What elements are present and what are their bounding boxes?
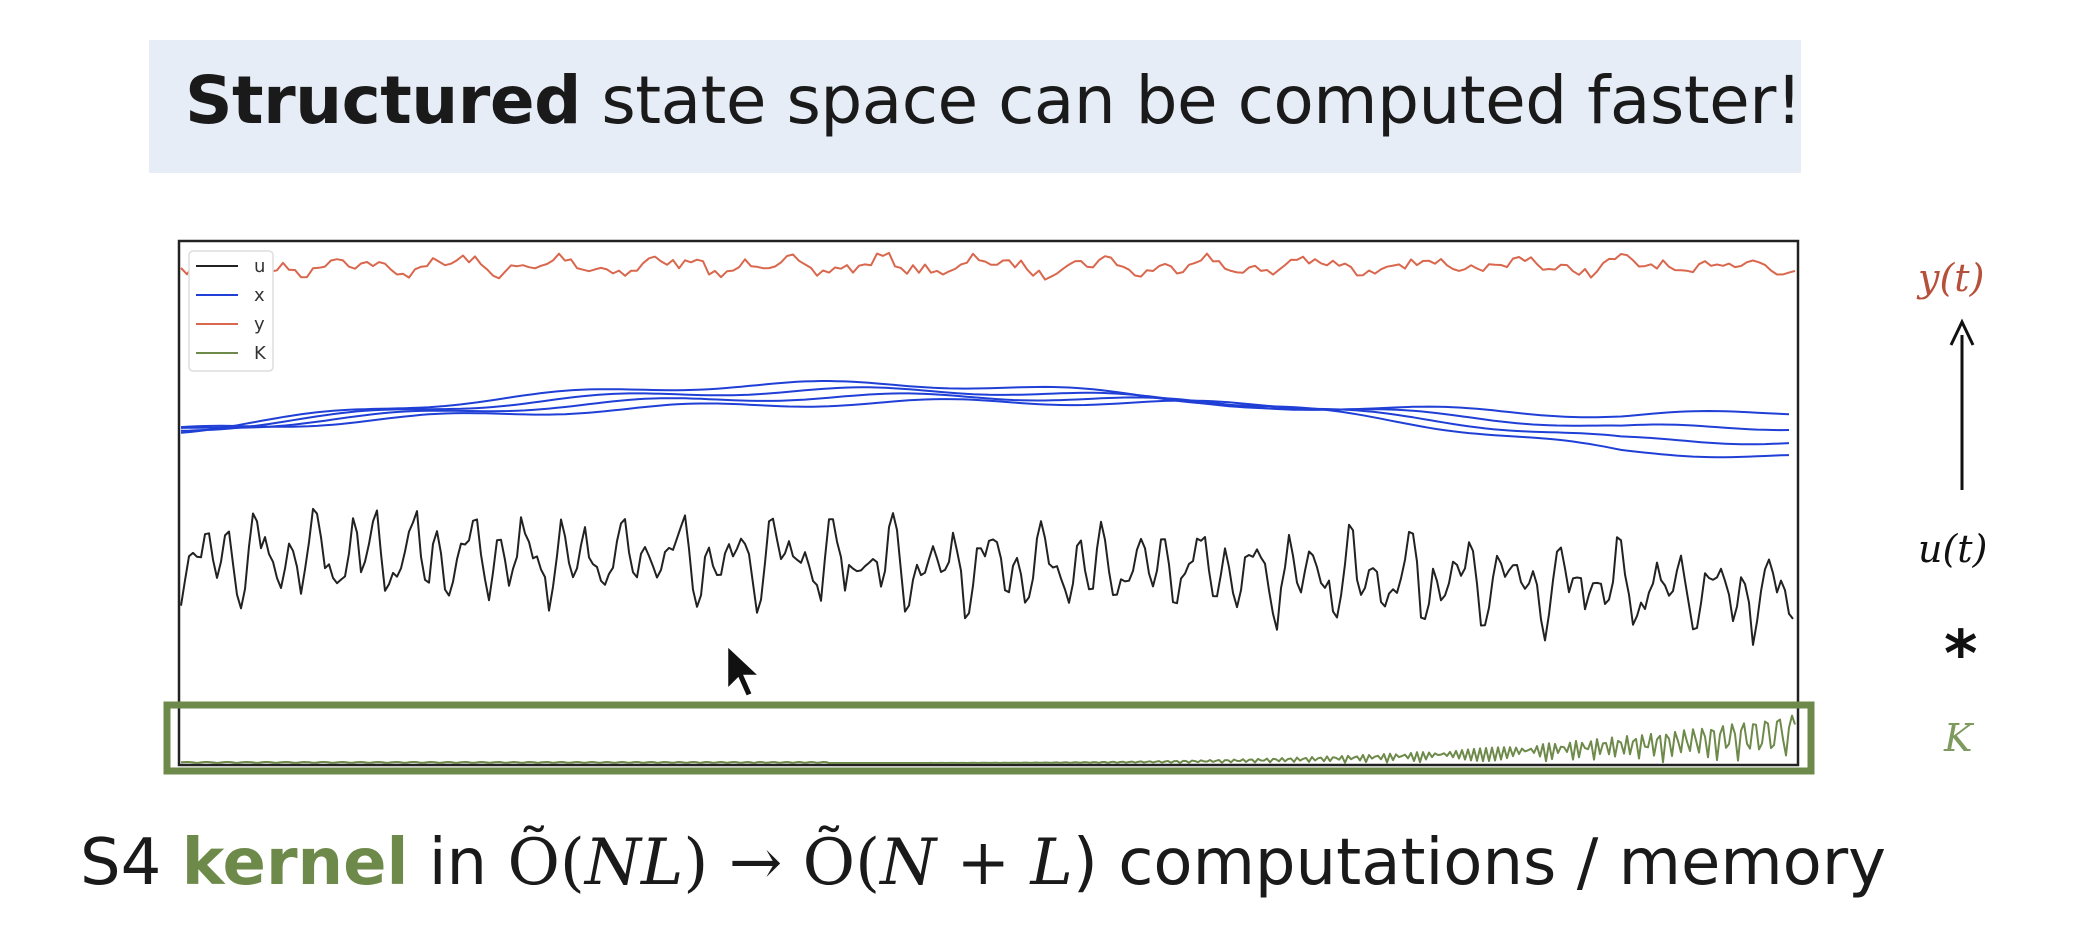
x-trace-4 (180, 380, 1790, 459)
cursor-icon (725, 642, 764, 699)
legend-label-x: x (254, 285, 265, 306)
bottom-prefix: S4 (80, 826, 182, 900)
bottom-mid: in (408, 826, 508, 900)
kernel-trace (180, 714, 1796, 764)
signal-lines (180, 251, 1796, 764)
complexity-after-open: ) → Õ( (683, 826, 881, 900)
x-trace-1 (180, 398, 1790, 429)
complexity-after-vars: N + L (880, 826, 1073, 900)
title-bold: Structured (185, 62, 581, 139)
bottom-keyword: kernel (181, 826, 409, 900)
plot-frame (177, 239, 1800, 767)
complexity-before-vars: NL (584, 826, 684, 900)
kernel-highlight-box (163, 701, 1815, 775)
legend-label-y: y (254, 314, 265, 335)
title-banner (149, 40, 1801, 173)
slide-title: Structured state space can be computed f… (185, 62, 1802, 139)
input-label: u(t) (1918, 527, 1988, 571)
kernel-label: K (1944, 716, 1973, 760)
legend-label-u: u (254, 256, 265, 277)
legend-label-k: K (254, 343, 267, 364)
x-trace-3 (180, 386, 1790, 446)
y-trace (180, 251, 1796, 281)
output-label: y(t) (1918, 256, 1985, 300)
legend-box (188, 250, 274, 372)
complexity-before-open: Õ( (507, 826, 585, 900)
output-arrow-head (1949, 318, 1975, 346)
x-trace-2 (180, 392, 1790, 432)
title-rest: state space can be computed faster! (580, 62, 1802, 139)
complexity-statement: S4 kernel in Õ(NL) → Õ(N + L) computatio… (80, 826, 1886, 900)
bottom-suffix: ) computations / memory (1072, 826, 1886, 900)
u-trace (180, 507, 1794, 646)
convolution-symbol: * (1944, 618, 1978, 692)
